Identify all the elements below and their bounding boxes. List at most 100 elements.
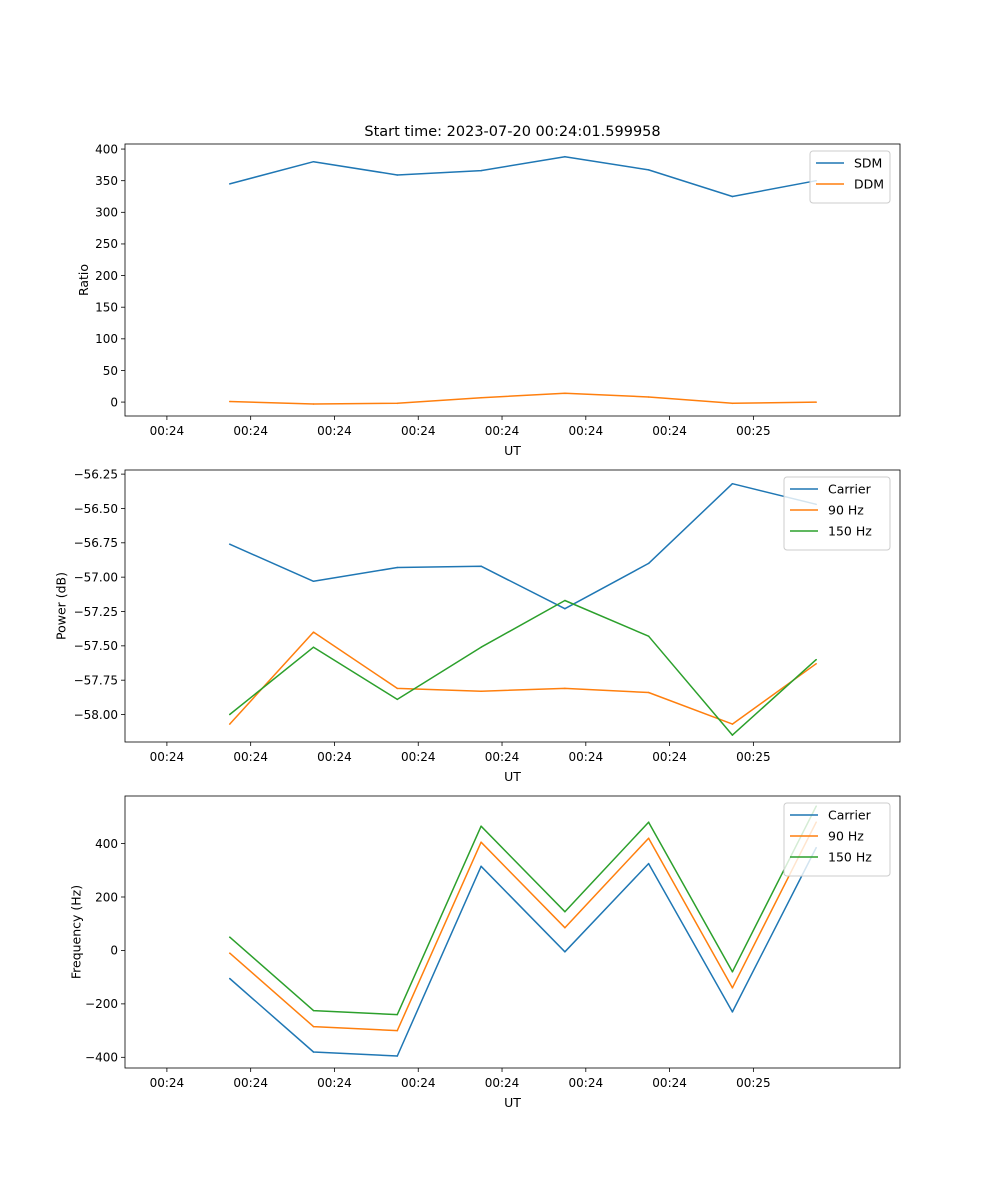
legend-label: Carrier xyxy=(828,482,872,497)
data-point xyxy=(228,183,231,185)
legend: Carrier 90 Hz 150 Hz xyxy=(783,802,891,877)
series-line-150-hz xyxy=(229,805,817,1016)
y-tick-label: −57.75 xyxy=(74,673,118,687)
data-point xyxy=(228,543,231,545)
x-tick-label: 00:24 xyxy=(485,1076,520,1090)
data-point xyxy=(396,566,399,569)
x-tick-label: 00:24 xyxy=(150,1076,185,1090)
x-tick-label: 00:24 xyxy=(485,750,520,764)
y-tick-label: −56.25 xyxy=(74,467,118,481)
data-point xyxy=(647,821,650,823)
data-point xyxy=(564,687,566,690)
x-tick-label: 00:24 xyxy=(317,1076,352,1090)
y-tick-label: 400 xyxy=(95,142,118,156)
data-point xyxy=(228,936,231,938)
data-point xyxy=(647,862,650,865)
data-point xyxy=(480,565,482,567)
y-tick-label: −200 xyxy=(85,997,118,1011)
y-tick-label: −57.00 xyxy=(74,570,118,584)
plot-frame xyxy=(124,469,901,743)
y-tick-label: 300 xyxy=(95,206,118,220)
data-point xyxy=(480,169,482,172)
data-point xyxy=(396,402,399,405)
x-tick-label: 00:24 xyxy=(569,750,604,764)
data-point xyxy=(228,400,231,403)
series-line-sdm xyxy=(229,155,817,198)
series-line-ddm xyxy=(229,392,817,405)
x-tick-label: 00:24 xyxy=(150,750,185,764)
data-point xyxy=(480,841,482,843)
data-point xyxy=(228,723,231,725)
y-tick-label: 400 xyxy=(95,837,118,851)
y-tick-label: −58.00 xyxy=(74,708,118,722)
data-point xyxy=(312,646,315,648)
x-tick-label: 00:24 xyxy=(652,424,687,438)
data-point xyxy=(731,1011,734,1013)
data-point xyxy=(480,865,482,868)
legend-label: DDM xyxy=(854,177,884,192)
data-point xyxy=(815,662,817,665)
y-axis-label: Frequency (Hz) xyxy=(69,885,84,979)
x-tick-label: 00:24 xyxy=(233,424,268,438)
data-point xyxy=(396,174,399,176)
data-point xyxy=(731,482,734,485)
series-line-90-hz xyxy=(229,821,817,1032)
y-tick-label: −56.50 xyxy=(74,502,118,516)
data-point xyxy=(564,599,566,602)
data-point xyxy=(815,658,817,661)
data-point xyxy=(647,396,650,398)
y-tick-label: −400 xyxy=(85,1051,118,1065)
x-tick-label: 00:24 xyxy=(652,750,687,764)
x-tick-label: 00:24 xyxy=(485,424,520,438)
x-tick-label: 00:25 xyxy=(736,1076,771,1090)
data-point xyxy=(731,723,734,725)
data-point xyxy=(731,402,734,405)
data-point xyxy=(228,713,231,716)
data-point xyxy=(312,1051,315,1053)
x-tick-label: 00:24 xyxy=(317,424,352,438)
x-tick-label: 00:24 xyxy=(233,1076,268,1090)
y-tick-label: 100 xyxy=(95,332,118,346)
data-point xyxy=(731,734,734,736)
data-point xyxy=(647,635,650,637)
legend-label: 90 Hz xyxy=(828,503,864,518)
x-tick-label: 00:24 xyxy=(569,424,604,438)
data-point xyxy=(647,837,650,839)
chart-panel-2: 00:24 00:24 00:24 00:24 00:24 00:24 00:24 00:25… xyxy=(53,467,901,784)
legend: SDM DDM xyxy=(809,150,891,204)
x-tick-label: 00:24 xyxy=(401,750,436,764)
charts: Start time: 2023-07-20 00:24:01.59995800… xyxy=(53,124,901,1110)
legend-label: Carrier xyxy=(828,808,872,823)
data-point xyxy=(312,160,315,163)
data-point xyxy=(312,1025,315,1028)
data-point xyxy=(564,910,566,913)
legend-label: 150 Hz xyxy=(828,524,872,539)
series-line-carrier xyxy=(229,847,817,1057)
data-point xyxy=(312,1009,315,1012)
y-tick-label: 0 xyxy=(110,395,118,409)
data-point xyxy=(396,1013,399,1016)
x-tick-label: 00:24 xyxy=(569,1076,604,1090)
data-point xyxy=(480,646,482,648)
data-point xyxy=(396,687,399,690)
data-point xyxy=(396,1055,399,1057)
data-point xyxy=(564,392,566,394)
legend-label: 150 Hz xyxy=(828,850,872,865)
data-point xyxy=(731,971,734,973)
y-tick-label: 350 xyxy=(95,174,118,188)
data-point xyxy=(228,952,231,954)
data-point xyxy=(480,396,482,399)
data-point xyxy=(815,401,817,403)
y-tick-label: 250 xyxy=(95,237,118,251)
x-axis-label: UT xyxy=(504,1095,521,1110)
data-point xyxy=(564,155,566,158)
data-point xyxy=(396,1029,399,1032)
x-tick-label: 00:24 xyxy=(150,424,185,438)
y-tick-label: 200 xyxy=(95,269,118,283)
data-point xyxy=(480,825,482,827)
data-point xyxy=(647,562,650,565)
data-point xyxy=(312,580,315,583)
legend: Carrier 90 Hz 150 Hz xyxy=(783,476,891,551)
data-point xyxy=(647,691,650,694)
data-point xyxy=(731,987,734,989)
